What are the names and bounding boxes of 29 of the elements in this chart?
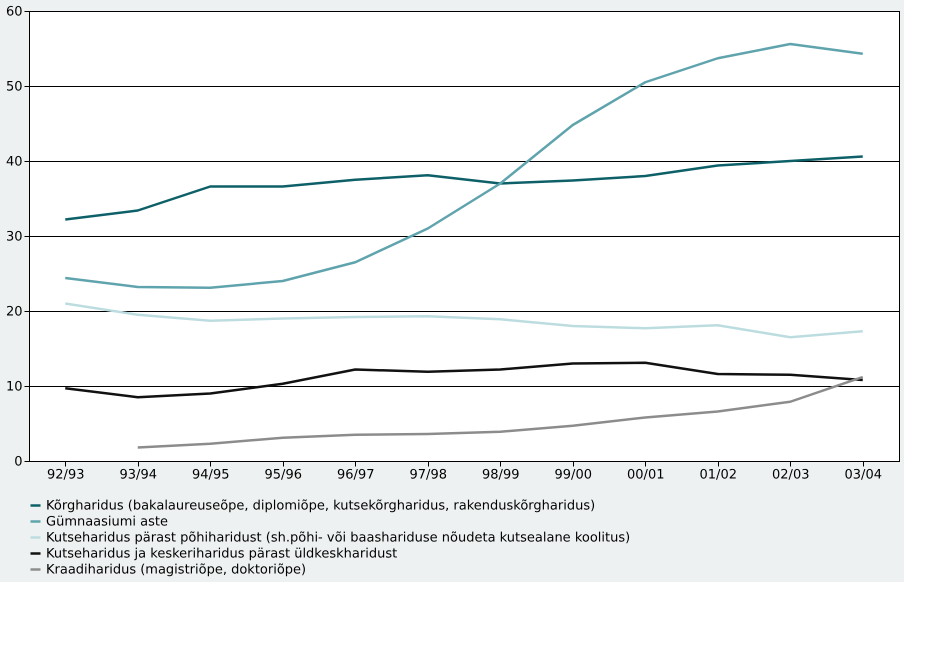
line-series: [64, 302, 864, 338]
x-tick-label: 97/98: [410, 468, 447, 482]
x-tick-label: 96/97: [337, 468, 374, 482]
y-tick-label: 50: [6, 80, 22, 94]
y-tick-label: 10: [6, 380, 22, 394]
x-tick-label: 03/04: [844, 468, 882, 482]
y-tick-label: 30: [6, 230, 22, 244]
x-tick-label: 98/99: [482, 468, 520, 482]
legend-label: Gümnaasiumi aste: [46, 514, 168, 530]
x-tick-label: 93/94: [120, 468, 157, 482]
x-tick-label: 99/00: [554, 468, 592, 482]
x-tick-label: 92/93: [47, 468, 84, 482]
y-tick-label: 0: [14, 454, 22, 470]
y-tick-label: 20: [6, 304, 22, 320]
line-series: [64, 362, 864, 398]
x-tick-label: 02/03: [772, 468, 810, 482]
legend-label: Kraadiharidus (magistriõpe, doktoriõpe): [46, 562, 306, 578]
y-tick-label: 60: [6, 4, 22, 20]
x-tick-label: 01/02: [700, 468, 737, 482]
line-series: [64, 42, 864, 289]
legend-label: Kutseharidus ja keskeriharidus pärast üldkeskharidust: [46, 546, 398, 562]
legend-label: Kutseharidus pärast põhiharidust (sh.põhi- või baashariduse nõudeta kutsealane koolitus): [46, 530, 630, 546]
y-tick-label: 40: [6, 154, 22, 170]
line-series: [64, 155, 864, 221]
legend-label: Kõrgharidus (bakalaureuseõpe, diplomiõpe, kutsekõrgharidus, rakenduskõrgharidus): [46, 498, 596, 514]
line-series: [136, 376, 864, 449]
x-tick-label: 95/96: [264, 468, 302, 482]
x-tick-label: 00/01: [627, 468, 664, 482]
x-tick-label: 94/95: [192, 468, 230, 482]
